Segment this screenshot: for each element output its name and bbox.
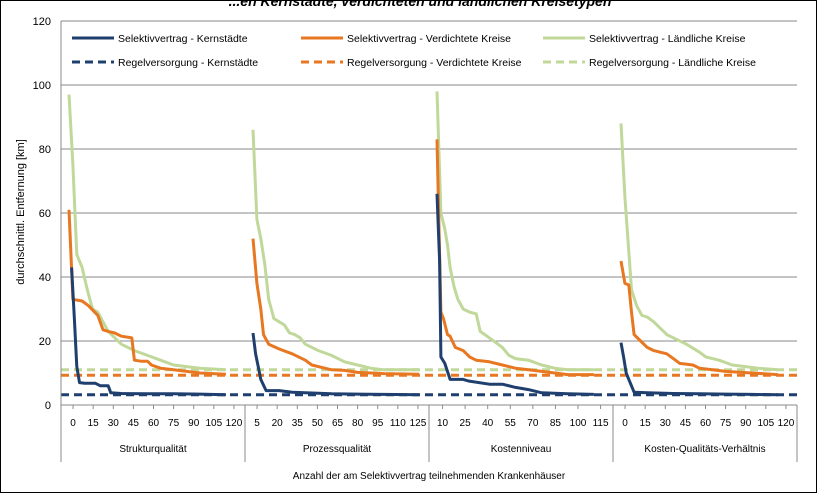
x-tick-label: 100 xyxy=(570,418,587,429)
series-line xyxy=(435,139,594,377)
x-tick-label: 90 xyxy=(740,418,752,429)
x-tick-label: 45 xyxy=(128,418,140,429)
x-tick-label: 20 xyxy=(272,418,284,429)
x-tick-label: 10 xyxy=(437,418,449,429)
series-line xyxy=(619,123,779,372)
legend-label: Selektivvertrag - Kernstädte xyxy=(118,33,248,45)
group-label: Kostenniveau xyxy=(491,444,552,455)
x-tick-label: 55 xyxy=(505,418,517,429)
legend-label: Selektivvertrag - Ländliche Kreise xyxy=(589,33,746,45)
x-tick-label: 105 xyxy=(757,418,774,429)
x-tick-label: 45 xyxy=(680,418,692,429)
x-tick-label: 120 xyxy=(778,418,795,429)
series-line xyxy=(435,91,594,372)
x-tick-label: 115 xyxy=(593,418,609,429)
series-line xyxy=(251,332,420,397)
x-tick-label: 75 xyxy=(168,418,180,429)
x-tick-label: 75 xyxy=(720,418,732,429)
y-tick-label: 100 xyxy=(33,80,51,92)
x-tick-label: 120 xyxy=(226,418,243,429)
x-tick-label: 0 xyxy=(622,418,628,429)
y-tick-label: 20 xyxy=(39,336,51,348)
series-line xyxy=(619,342,778,397)
x-tick-label: 85 xyxy=(550,418,562,429)
x-tick-label: 5 xyxy=(254,418,260,429)
x-tick-label: 30 xyxy=(108,418,120,429)
x-tick-label: 40 xyxy=(482,418,494,429)
y-tick-label: 80 xyxy=(39,144,51,156)
x-tick-label: 25 xyxy=(460,418,472,429)
x-tick-label: 35 xyxy=(292,418,304,429)
series-line xyxy=(70,267,226,397)
x-tick-label: 90 xyxy=(188,418,200,429)
x-tick-label: 15 xyxy=(88,418,100,429)
y-tick-label: 120 xyxy=(33,16,51,28)
chart-title: ...en Kernstädte, verdichteten und ländl… xyxy=(229,0,612,9)
x-tick-label: 110 xyxy=(390,418,406,429)
y-tick-label: 60 xyxy=(39,208,51,220)
x-tick-label: 0 xyxy=(70,418,76,429)
legend-label: Regelversorgung - Ländliche Kreise xyxy=(589,57,756,69)
legend: Selektivvertrag - Kernstädte Selektivvert… xyxy=(72,33,756,69)
series-line xyxy=(67,94,226,372)
x-tick-label: 60 xyxy=(148,418,160,429)
y-tick-label: 0 xyxy=(45,400,51,412)
legend-label: Selektivvertrag - Verdichtete Kreise xyxy=(347,33,511,45)
series-line xyxy=(435,193,594,396)
x-tick-label: 65 xyxy=(332,418,344,429)
y-axis-label: durchschnittl. Entfernung [km] xyxy=(15,139,27,285)
series-line xyxy=(619,260,778,377)
group-label: Prozessqualität xyxy=(303,444,372,455)
axes xyxy=(60,21,798,462)
group-label: Kosten-Qualitäts-Verhältnis xyxy=(644,444,765,455)
legend-label: Regelversorgung - Verdichtete Kreise xyxy=(347,57,522,69)
grid xyxy=(61,20,797,342)
series-lines xyxy=(61,91,797,397)
x-tick-label: 70 xyxy=(527,418,539,429)
x-tick-label: 30 xyxy=(660,418,672,429)
x-tick-label: 95 xyxy=(372,418,384,429)
series-line xyxy=(251,129,420,372)
x-tick-label: 15 xyxy=(640,418,652,429)
x-tick-label: 105 xyxy=(205,418,222,429)
series-line xyxy=(67,209,226,376)
x-tick-label: 80 xyxy=(352,418,364,429)
group-label: Strukturqualität xyxy=(119,444,186,455)
legend-label: Regelversorgung - Kernstädte xyxy=(118,57,258,69)
y-tick-label: 40 xyxy=(39,272,51,284)
x-tick-label: 50 xyxy=(312,418,324,429)
x-axis-label: Anzahl der am Selektivvertrag teilnehmen… xyxy=(293,471,566,482)
series-line xyxy=(251,238,420,376)
x-tick-label: 125 xyxy=(410,418,427,429)
x-tick-label: 60 xyxy=(700,418,712,429)
